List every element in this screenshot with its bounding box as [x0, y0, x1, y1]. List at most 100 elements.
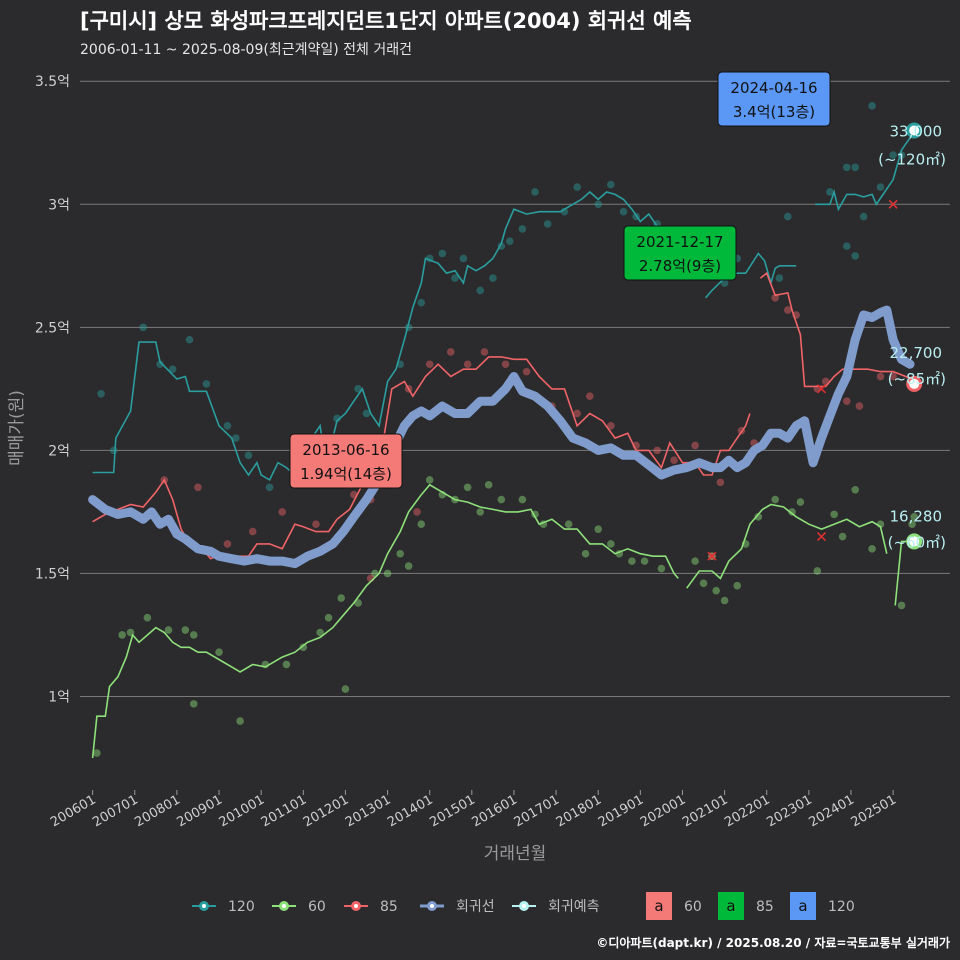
data-point-s85	[842, 397, 851, 405]
data-point-s85	[876, 372, 885, 381]
legend-item-s60: 60	[272, 899, 326, 915]
data-point-s120	[518, 225, 527, 233]
data-point-s60	[564, 520, 573, 529]
data-point-s85	[501, 360, 510, 369]
y-tick-label: 1억	[48, 689, 70, 705]
legend: 120 60 85 회귀선 회귀예측 a 60 a 85 a 120	[192, 892, 855, 920]
data-point-s60	[164, 626, 173, 634]
legend-label: 60	[308, 899, 326, 915]
data-point-s85	[248, 527, 257, 536]
data-point-s85	[463, 360, 472, 369]
data-point-s60	[594, 525, 603, 533]
caption: ©디아파트(dapt.kr) / 2025.08.20 / 자료=국토교통부 실…	[596, 935, 950, 950]
data-point-s120	[354, 385, 362, 393]
data-point-s120	[232, 434, 240, 442]
data-point-s60	[417, 520, 426, 529]
x-axis-title: 거래년월	[484, 844, 547, 864]
data-point-s85	[783, 306, 792, 314]
legend-item-s85: 85	[344, 899, 398, 915]
annotation-box	[623, 225, 737, 281]
legend-box-swatch	[718, 892, 744, 920]
data-point-s60	[788, 508, 796, 516]
legend-box-glyph: a	[798, 897, 807, 915]
data-point-s60	[425, 476, 434, 484]
data-point-s85	[889, 372, 897, 381]
series-line-s120	[815, 130, 915, 212]
annotation-box85: 2021-12-17 2.78억(9층)	[623, 225, 737, 281]
data-point-s85	[855, 402, 864, 410]
data-point-s60	[396, 549, 404, 558]
data-point-s120	[851, 163, 860, 172]
data-point-s60	[383, 569, 392, 578]
legend-box-glyph: a	[726, 897, 735, 915]
cross-mark	[816, 384, 827, 394]
data-point-s120	[244, 451, 253, 460]
data-point-s60	[628, 557, 636, 565]
data-point-s85	[653, 446, 661, 455]
cross-marks	[707, 199, 898, 561]
y-tick-label: 1.5억	[35, 566, 70, 582]
forecast-area-label: (~85㎡)	[888, 370, 946, 388]
data-point-s60	[838, 532, 847, 541]
data-point-s60	[851, 485, 860, 494]
data-point-s60	[236, 717, 244, 725]
legend-box-label: 60	[684, 899, 702, 915]
y-axis-ticks: 1억 1.5억 2억 2.5억 3억 3.5억	[35, 74, 70, 705]
annotation-box	[289, 433, 403, 489]
cross-stroke	[888, 199, 898, 209]
data-point-s120	[783, 212, 792, 221]
data-point-s60	[189, 631, 198, 639]
data-point-s120	[505, 237, 514, 245]
annotation-box	[717, 71, 831, 127]
data-point-s120	[185, 335, 194, 344]
data-point-s120	[826, 188, 834, 196]
forecast-value-label: 22,700	[890, 344, 943, 362]
data-point-s120	[876, 183, 885, 191]
data-point-s60	[215, 648, 223, 656]
data-point-s85	[194, 483, 202, 492]
data-point-s60	[484, 481, 493, 489]
legend-label: 회귀선	[456, 899, 495, 915]
data-point-s120	[97, 389, 105, 398]
data-point-s60	[720, 596, 729, 605]
data-point-s60	[796, 498, 805, 506]
data-point-s120	[417, 298, 426, 307]
data-point-s120	[223, 421, 232, 430]
data-point-s60	[657, 564, 666, 573]
data-point-s120	[619, 207, 628, 216]
legend-box-label: 120	[828, 899, 855, 915]
data-point-s120	[333, 414, 341, 423]
chart-subtitle: 2006-01-11 ~ 2025-08-09(최근계약일) 전체 거래건	[80, 42, 412, 58]
cross-mark	[888, 199, 898, 209]
annotation-price: 1.94억(14층)	[300, 465, 392, 483]
data-point-s85	[716, 478, 725, 487]
data-point-s120	[775, 274, 784, 282]
legend-marker-center	[522, 904, 526, 908]
data-point-s85	[278, 508, 287, 516]
data-point-s120	[202, 380, 211, 388]
series-line-s120	[92, 190, 658, 482]
legend-item-s120: 120	[192, 899, 255, 915]
y-tick-label: 3억	[48, 197, 70, 213]
legend-box-box85: a 85	[718, 892, 774, 920]
data-point-s85	[573, 409, 581, 418]
series-line-s85	[759, 271, 915, 388]
data-point-s60	[93, 749, 101, 757]
cross-stroke	[816, 384, 827, 394]
data-point-s60	[299, 643, 308, 652]
data-point-s120	[489, 274, 497, 282]
data-point-s60	[341, 685, 350, 693]
data-point-s120	[868, 102, 876, 110]
y-tick-label: 2.5억	[35, 320, 70, 336]
legend-box-box120: a 120	[790, 892, 855, 920]
legend-label: 85	[380, 899, 398, 915]
data-point-s60	[476, 508, 485, 516]
trend-line	[88, 305, 915, 569]
data-point-s120	[889, 151, 897, 159]
series-line-s60	[686, 503, 888, 589]
data-point-s60	[754, 513, 763, 521]
data-point-s60	[518, 495, 527, 504]
data-point-s120	[362, 409, 371, 418]
data-point-s120	[438, 249, 447, 258]
